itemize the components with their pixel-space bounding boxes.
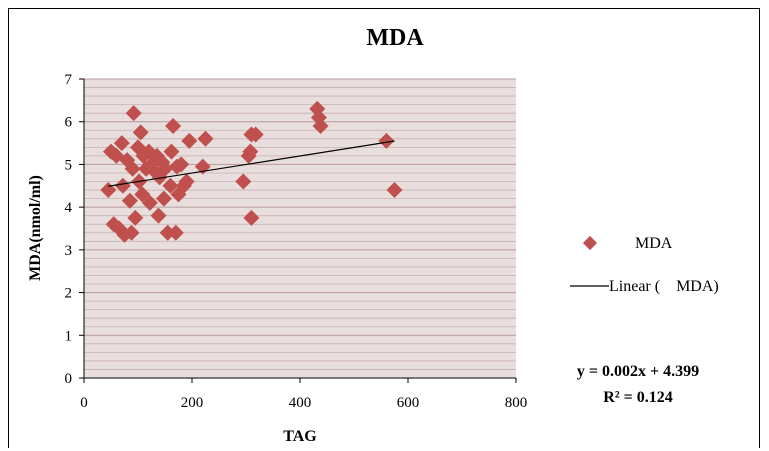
data-point bbox=[173, 156, 190, 173]
x-tick-label: 800 bbox=[505, 395, 528, 411]
data-point bbox=[141, 194, 158, 211]
data-point bbox=[235, 173, 252, 190]
data-point bbox=[157, 160, 173, 177]
x-tick-label: 200 bbox=[181, 395, 204, 411]
data-point bbox=[125, 105, 142, 122]
y-tick-label: 2 bbox=[65, 286, 73, 302]
data-point bbox=[247, 126, 264, 143]
data-point bbox=[114, 177, 131, 194]
data-point bbox=[113, 135, 130, 152]
y-tick-label: 6 bbox=[65, 115, 73, 131]
data-point bbox=[155, 190, 172, 207]
data-point bbox=[312, 117, 329, 134]
data-point bbox=[167, 224, 184, 241]
data-point bbox=[386, 182, 403, 199]
x-axis-label: TAG bbox=[283, 428, 317, 445]
data-point bbox=[243, 209, 260, 226]
data-point bbox=[165, 117, 182, 134]
data-point bbox=[181, 132, 198, 149]
data-point bbox=[242, 143, 259, 160]
y-tick-label: 0 bbox=[65, 371, 73, 387]
data-point bbox=[178, 173, 195, 190]
y-tick-label: 1 bbox=[65, 328, 73, 344]
data-point bbox=[132, 124, 149, 141]
y-tick-label: 5 bbox=[65, 157, 73, 173]
trend-equation: y = 0.002x + 4.399 bbox=[577, 363, 699, 380]
y-axis-ticks: 0 1 2 3 4 5 6 7 bbox=[65, 72, 84, 387]
x-tick-label: 0 bbox=[80, 395, 88, 411]
data-point bbox=[123, 224, 140, 241]
x-tick-label: 600 bbox=[397, 395, 420, 411]
data-point bbox=[134, 186, 151, 203]
y-axis-label: MDA(nmol/ml) bbox=[27, 175, 44, 281]
data-point bbox=[159, 224, 176, 241]
r-squared: R² = 0.124 bbox=[603, 389, 672, 406]
gridlines bbox=[84, 78, 516, 370]
x-tick-label: 400 bbox=[289, 395, 312, 411]
data-points bbox=[100, 100, 403, 243]
data-point bbox=[163, 143, 180, 160]
x-axis-ticks: 0 200 400 600 800 bbox=[80, 378, 527, 411]
legend-label-linear: Linear ( MDA) bbox=[609, 278, 719, 295]
trendline bbox=[108, 140, 395, 187]
data-point bbox=[121, 192, 138, 209]
legend-marker-mda bbox=[582, 235, 598, 251]
y-tick-label: 3 bbox=[65, 243, 73, 259]
y-tick-label: 7 bbox=[65, 72, 73, 88]
data-point bbox=[197, 130, 214, 147]
legend: MDA Linear ( MDA) bbox=[570, 235, 719, 295]
data-point bbox=[150, 207, 167, 224]
data-point bbox=[378, 132, 395, 149]
data-point bbox=[127, 209, 144, 226]
data-point bbox=[124, 160, 141, 177]
data-point bbox=[162, 177, 179, 194]
y-tick-label: 4 bbox=[65, 200, 73, 216]
chart-title: MDA bbox=[366, 25, 424, 51]
legend-label-mda: MDA bbox=[635, 235, 673, 252]
plot-area bbox=[84, 79, 516, 378]
